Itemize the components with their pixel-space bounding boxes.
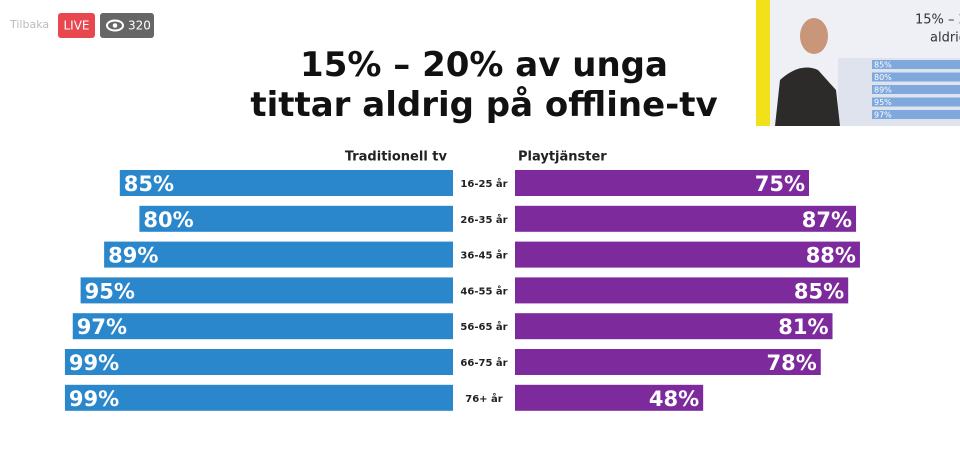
live-badge <box>58 13 95 38</box>
value-label: 97% <box>77 315 127 339</box>
chart-title: 15% – 20% av unga tittar aldrig på offlin… <box>250 45 717 125</box>
inset-label: 85% <box>874 61 892 70</box>
value-label: 85% <box>794 279 844 303</box>
bar <box>139 205 453 232</box>
speaker-head <box>800 18 828 54</box>
value-label: 78% <box>766 351 816 375</box>
age-label: 76+ år <box>465 392 503 405</box>
inset-bar <box>872 72 960 82</box>
inset-title: 15% – 20 <box>915 13 960 28</box>
bar <box>515 170 809 196</box>
inset-bar <box>872 110 960 119</box>
value-label: 99% <box>69 387 119 411</box>
inset-label: 89% <box>874 86 892 95</box>
bar <box>515 384 704 411</box>
value-label: 87% <box>802 208 852 232</box>
age-label: 46-55 år <box>460 284 507 297</box>
age-label: 56-65 år <box>460 320 507 333</box>
age-label: 16-25 år <box>460 177 507 190</box>
viewer-count: 320 <box>128 19 151 33</box>
video-inset: 15% – 20 aldrig 85% 80% 89% 95% 97% <box>756 0 960 126</box>
legend-label: Traditionell tv <box>345 150 448 165</box>
inset-bar <box>872 85 960 94</box>
inset-bar <box>872 97 960 107</box>
speaker-body <box>775 67 840 126</box>
bar <box>515 241 860 268</box>
value-label: 95% <box>85 279 135 303</box>
inset-bar <box>872 60 960 69</box>
value-label: 81% <box>778 315 828 339</box>
legend-label: Playtjänster <box>518 150 607 165</box>
inset-yellow <box>756 0 770 126</box>
age-label: 36-45 år <box>460 249 507 262</box>
bar <box>72 313 453 340</box>
live-text: LIVE <box>63 19 89 33</box>
back-link[interactable]: Tilbaka <box>9 18 49 31</box>
value-label: 75% <box>755 172 805 196</box>
viewer-badge <box>100 13 154 38</box>
bar <box>104 241 454 268</box>
value-label: 48% <box>649 387 699 411</box>
value-label: 99% <box>69 351 119 375</box>
bar <box>515 313 833 340</box>
bar <box>64 384 454 411</box>
value-label: 85% <box>124 172 174 196</box>
age-label: 26-35 år <box>460 213 507 226</box>
inset-label: 80% <box>874 73 892 82</box>
inset-title: aldrig <box>930 31 960 46</box>
bar <box>515 277 849 304</box>
bar <box>119 170 454 196</box>
inset-label: 95% <box>874 98 892 107</box>
bar <box>515 349 821 375</box>
bar <box>515 205 857 232</box>
inset-label: 97% <box>874 111 892 120</box>
value-label: 88% <box>806 244 856 268</box>
bar <box>64 349 454 375</box>
eye-icon <box>106 19 124 32</box>
eye-pupil <box>112 23 118 28</box>
bar <box>80 277 453 304</box>
value-label: 80% <box>143 208 193 232</box>
age-label: 66-75 år <box>460 356 507 369</box>
value-label: 89% <box>108 244 158 268</box>
